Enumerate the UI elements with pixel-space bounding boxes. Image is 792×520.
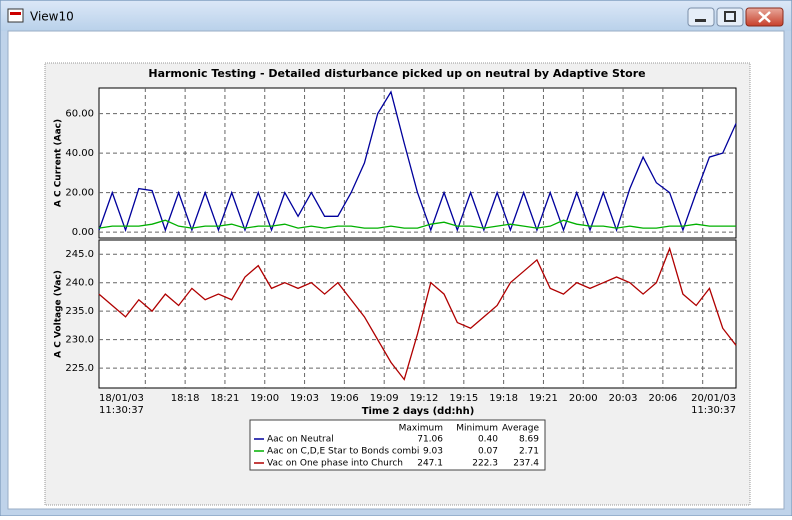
legend-header: Maximum (399, 424, 443, 434)
legend-stat: 0.07 (478, 447, 498, 457)
app-icon (7, 8, 24, 23)
series-line (98, 219, 736, 229)
legend-stat: 9.03 (423, 447, 443, 457)
x-tick-label: 19:12 (410, 393, 439, 404)
y-tick-label: 0.00 (72, 227, 94, 238)
x-tick-label: 20:03 (609, 393, 638, 404)
series-line (98, 90, 737, 233)
legend-stat: 247.1 (417, 459, 443, 469)
title-bar (1, 1, 791, 31)
maximize-icon (724, 11, 736, 22)
y-tick-label: 230.0 (65, 335, 94, 346)
x-tick-label: 20:00 (569, 393, 598, 404)
close-icon (758, 11, 771, 23)
y-tick-label: 20.00 (65, 188, 94, 199)
x-tick-label: 18/01/03 (99, 393, 144, 404)
plot-area (98, 87, 737, 239)
series-line (98, 246, 737, 381)
x-tick-label: 11:30:37 (99, 405, 144, 416)
y-axis-label: A C Voltage (Vac) (54, 270, 64, 358)
x-tick-label: 18:21 (211, 393, 240, 404)
maximize-button[interactable] (716, 7, 744, 27)
legend-stat: 222.3 (472, 459, 498, 469)
y-tick-label: 240.0 (65, 278, 94, 289)
window-title: View10 (30, 10, 74, 24)
x-axis-label: Time 2 days (dd:hh) (362, 406, 475, 417)
minimize-button[interactable] (687, 7, 715, 27)
app-icon-detail (10, 12, 21, 15)
y-tick-label: 60.00 (65, 109, 94, 120)
legend-stat: 0.40 (478, 435, 498, 445)
x-tick-label: 18:18 (171, 393, 200, 404)
x-tick-label: 20/01/03 (691, 393, 736, 404)
legend-header: Average (502, 424, 539, 434)
legend-stat: 8.69 (519, 435, 539, 445)
legend-header: Minimum (456, 424, 498, 434)
minimize-icon (695, 19, 706, 22)
x-tick-label: 19:00 (250, 393, 279, 404)
y-tick-label: 235.0 (65, 306, 94, 317)
y-tick-label: 225.0 (65, 363, 94, 374)
x-tick-label: 11:30:37 (691, 405, 736, 416)
legend-stat: 237.4 (513, 459, 539, 469)
legend-label: Aac on Neutral (267, 435, 334, 445)
x-tick-label: 19:21 (529, 393, 558, 404)
x-tick-label: 19:03 (290, 393, 319, 404)
legend-label: Vac on One phase into Church (267, 459, 403, 469)
legend (249, 419, 546, 471)
y-tick-label: 40.00 (65, 148, 94, 159)
y-tick-label: 245.0 (65, 249, 94, 260)
x-tick-label: 19:15 (449, 393, 478, 404)
x-tick-label: 19:09 (370, 393, 399, 404)
y-axis-label: A C Current (Aac) (54, 119, 64, 207)
x-tick-label: 19:18 (489, 393, 518, 404)
legend-label: Aac on C,D,E Star to Bonds combi (267, 447, 419, 457)
legend-stat: 2.71 (519, 447, 539, 457)
legend-stat: 71.06 (417, 435, 443, 445)
chart-title: Harmonic Testing - Detailed disturbance … (148, 67, 645, 80)
x-tick-label: 19:06 (330, 393, 359, 404)
x-tick-label: 20:06 (648, 393, 677, 404)
plot-area (98, 239, 737, 389)
